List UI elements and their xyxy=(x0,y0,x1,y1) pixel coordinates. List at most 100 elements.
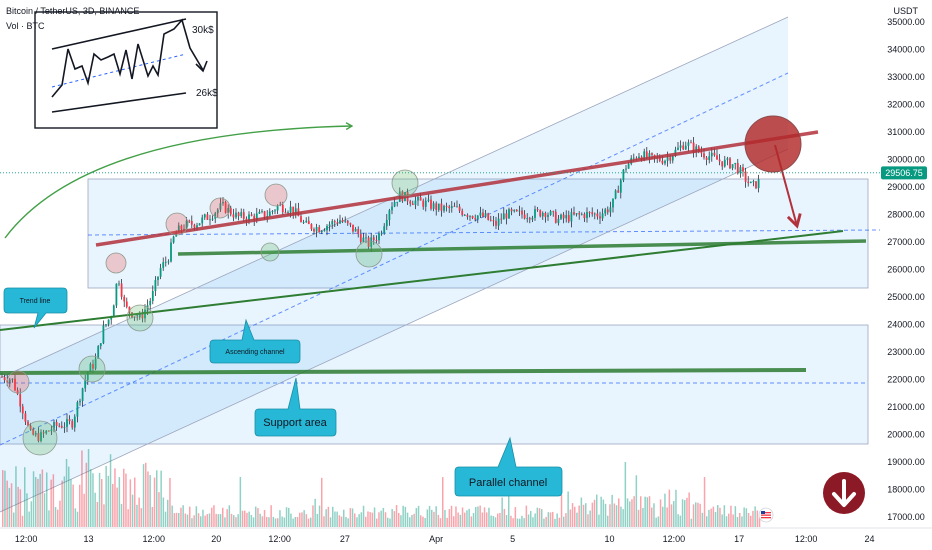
volume-bar xyxy=(426,509,429,527)
volume-bar xyxy=(68,466,70,527)
candle-body xyxy=(500,218,503,220)
ascending-channel-fill[interactable] xyxy=(0,17,788,512)
volume-bar xyxy=(695,502,697,527)
touch-circle-low xyxy=(391,169,419,197)
ascending-channel-lower-line[interactable] xyxy=(0,148,789,513)
volume-bar xyxy=(699,503,701,527)
symbol-title[interactable]: Bitcoin / TetherUS, 3D, BINANCE xyxy=(6,6,140,16)
resistance-line[interactable] xyxy=(95,130,819,247)
volume-bar xyxy=(435,506,437,527)
candle-body xyxy=(599,216,601,219)
volume-bar xyxy=(164,511,167,527)
volume-bar xyxy=(582,504,585,527)
volume-bar xyxy=(327,506,330,527)
volume-bar xyxy=(725,516,728,527)
volume-bar xyxy=(444,509,446,527)
candle-body xyxy=(612,198,614,208)
volume-bar xyxy=(83,493,85,527)
candle-body xyxy=(162,262,165,268)
volume-bar xyxy=(686,497,688,527)
candle-body xyxy=(755,181,757,189)
candle-body xyxy=(508,209,510,219)
candle-body xyxy=(105,324,107,326)
volume-bar xyxy=(378,512,380,527)
candle-body xyxy=(435,203,438,210)
candle-body xyxy=(757,179,760,189)
volume-bar xyxy=(668,489,671,527)
callout-ascending-channel[interactable]: Ascending channel xyxy=(209,318,301,364)
volume-bar xyxy=(345,516,347,527)
candle-body xyxy=(560,214,562,219)
flag-badge[interactable] xyxy=(758,507,774,523)
time-axis[interactable]: 12:00 13 12:00 20 12:00 27 Apr 5 10 12:00 17 12:00 2… xyxy=(15,534,875,544)
volume-bar xyxy=(730,505,732,527)
volume-bar xyxy=(151,506,154,527)
candle-body xyxy=(424,200,427,207)
volume-bar xyxy=(712,506,715,527)
price-axis[interactable]: 17000.00 18000.00 19000.00 20000.00 21000.00… xyxy=(887,17,925,522)
callout-parallel-channel[interactable]: Parallel channel xyxy=(454,436,563,497)
candle-body xyxy=(222,202,224,204)
volume-bar xyxy=(334,511,336,527)
parallel-channel-lower-box[interactable] xyxy=(0,324,869,445)
candle-body xyxy=(419,197,422,201)
candle-body xyxy=(81,388,84,401)
candle-body xyxy=(50,429,53,432)
parallel-channel-upper-box[interactable] xyxy=(87,178,869,289)
volume-bar xyxy=(459,514,462,527)
candle-body xyxy=(66,419,68,427)
candle-body xyxy=(747,181,750,184)
volume-bar xyxy=(237,514,239,527)
volume-bar xyxy=(290,513,292,527)
trend-line[interactable] xyxy=(0,230,844,331)
candle-body xyxy=(682,145,685,150)
support-area-line[interactable] xyxy=(0,368,807,375)
volume-bar xyxy=(329,517,332,527)
volume-bar xyxy=(659,499,662,527)
volume-bar xyxy=(362,505,365,527)
candle-body xyxy=(300,216,302,223)
candle-body xyxy=(562,214,565,219)
candle-body xyxy=(237,212,240,217)
volume-bar xyxy=(681,499,684,527)
volume-bar xyxy=(721,514,723,527)
volume-bar xyxy=(186,514,189,527)
arrow-down-icon[interactable] xyxy=(823,472,865,514)
candle-body xyxy=(268,211,271,216)
volume-bar xyxy=(446,517,448,527)
volume-bar xyxy=(285,507,288,527)
callout-trend-line[interactable]: Trend line xyxy=(3,287,68,329)
candle-body xyxy=(71,421,74,428)
volume-bar xyxy=(318,505,321,527)
volume-bar xyxy=(499,512,501,527)
volume-indicator-label[interactable]: Vol · BTC xyxy=(6,21,45,31)
candle-body xyxy=(734,162,737,165)
volume-bar xyxy=(356,517,358,527)
candle-body xyxy=(185,220,188,229)
price-axis-tick: 20000.00 xyxy=(887,429,925,439)
candle-body xyxy=(328,224,331,227)
time-axis-tick: 13 xyxy=(84,534,94,544)
volume-bar xyxy=(501,497,503,527)
volume-bar xyxy=(54,507,57,527)
volume-bar xyxy=(549,512,552,527)
volume-bar xyxy=(635,475,638,527)
volume-bar xyxy=(277,518,279,527)
time-axis-tick: 27 xyxy=(340,534,350,544)
volume-bar xyxy=(235,517,237,527)
volume-bar xyxy=(437,514,440,527)
volume-bar xyxy=(219,514,222,527)
callout-support-area[interactable]: Support area xyxy=(254,377,337,437)
candle-body xyxy=(432,203,435,209)
volume-bar xyxy=(250,515,253,527)
candle-body xyxy=(614,190,617,199)
price-axis-tick: 31000.00 xyxy=(887,127,925,137)
candle-body xyxy=(248,214,250,221)
volume-bar xyxy=(367,511,369,527)
volume-bar xyxy=(48,510,50,527)
volume-bar xyxy=(380,510,382,527)
candle-body xyxy=(380,233,383,235)
support-line[interactable] xyxy=(177,239,867,256)
